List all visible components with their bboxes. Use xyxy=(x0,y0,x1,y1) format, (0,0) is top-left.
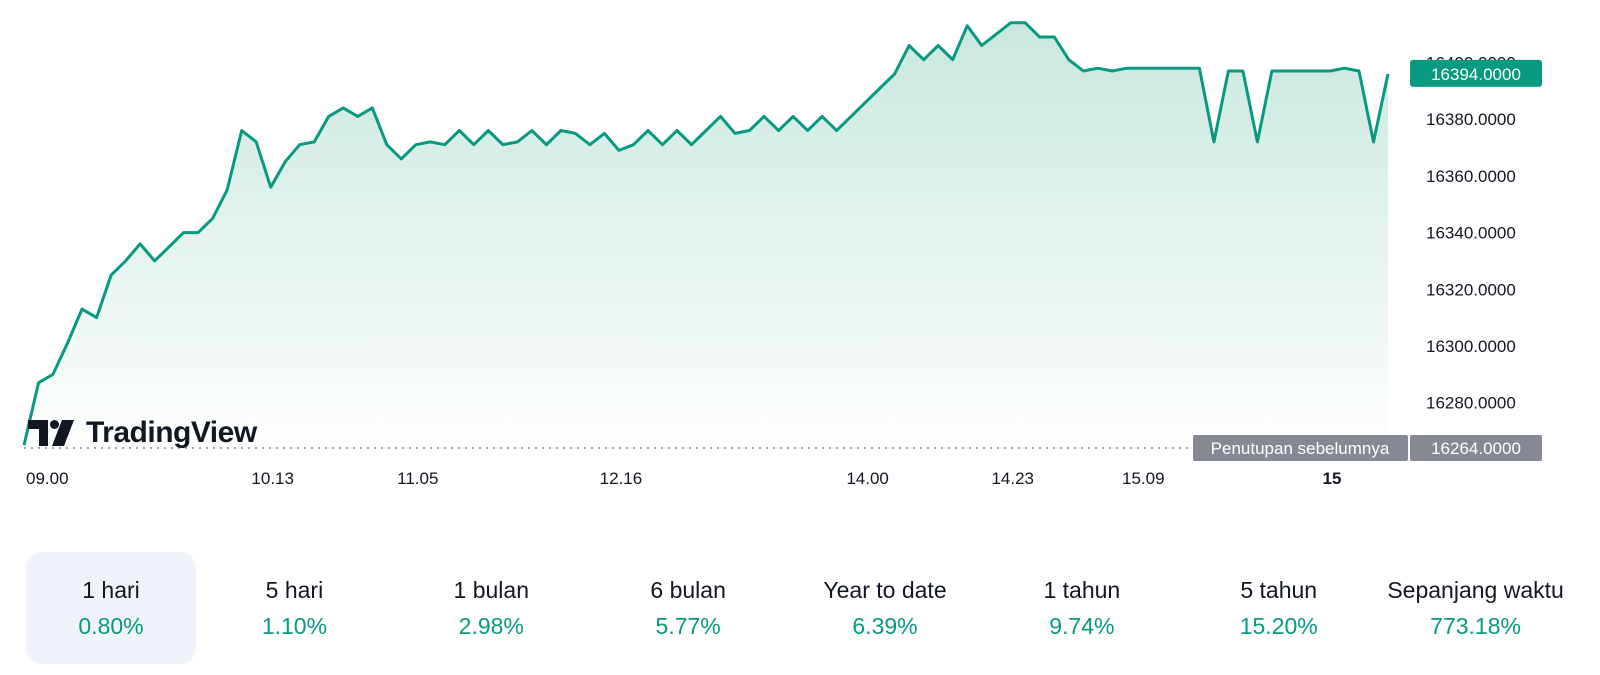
period-tab[interactable]: Sepanjang waktu 773.18% xyxy=(1377,552,1574,664)
price-area xyxy=(24,22,1388,449)
period-label: 5 hari xyxy=(265,577,324,603)
previous-close-value-badge xyxy=(1410,435,1542,461)
period-change-value: 0.80% xyxy=(78,613,144,639)
x-tick-label: 14.23 xyxy=(991,469,1034,488)
period-selector: 1 hari 0.80% 5 hari 1.10% 1 bulan 2.98% 6 bula… xyxy=(26,552,1574,664)
period-change-value: 15.20% xyxy=(1239,613,1318,639)
period-label: Year to date xyxy=(823,577,947,603)
y-tick-label: 16380.0000 xyxy=(1426,110,1516,129)
period-label: 1 bulan xyxy=(453,577,530,603)
x-tick-label: 15 xyxy=(1322,469,1341,488)
badges: 16394.0000 Penutupan sebelumnya 16264.0000 xyxy=(1193,59,1542,461)
x-tick-label: 12.16 xyxy=(600,469,643,488)
period-tab[interactable]: 1 hari 0.80% xyxy=(26,552,196,664)
area-layer xyxy=(22,21,1390,449)
y-tick-label: 16320.0000 xyxy=(1426,280,1516,299)
previous-close-value: 16264.0000 xyxy=(1431,439,1521,458)
x-tick-label: 14.00 xyxy=(846,469,889,488)
y-axis: 16400.000016380.000016360.000016340.0000… xyxy=(1426,54,1516,413)
period-change-value: 773.18% xyxy=(1430,613,1521,639)
period-tab[interactable]: 6 bulan 5.77% xyxy=(590,552,787,664)
period-change-value: 6.39% xyxy=(852,613,918,639)
last-price-badge xyxy=(1410,59,1542,87)
price-chart[interactable]: 16400.000016380.000016360.000016340.0000… xyxy=(0,0,1600,520)
period-label: 5 tahun xyxy=(1240,577,1318,603)
last-price-label: 16394.0000 xyxy=(1431,65,1521,84)
previous-close-label-badge xyxy=(1193,435,1408,461)
period-change-value: 2.98% xyxy=(458,613,524,639)
period-tab[interactable]: 1 bulan 2.98% xyxy=(393,552,590,664)
period-tab[interactable]: Year to date 6.39% xyxy=(787,552,984,664)
period-label: 6 bulan xyxy=(650,577,726,603)
period-tab[interactable]: 5 tahun 15.20% xyxy=(1180,552,1377,664)
y-tick-label: 16280.0000 xyxy=(1426,394,1516,413)
period-label: Sepanjang waktu xyxy=(1387,577,1564,603)
period-label: 1 tahun xyxy=(1043,577,1121,603)
tradingview-logo-icon xyxy=(28,420,74,446)
y-tick-label: 16360.0000 xyxy=(1426,167,1516,186)
price-chart-svg[interactable]: 16400.000016380.000016360.000016340.0000… xyxy=(0,0,1600,520)
x-tick-label: 11.05 xyxy=(397,469,438,488)
x-tick-label: 09.00 xyxy=(26,469,69,488)
x-tick-label: 15.09 xyxy=(1122,469,1165,488)
x-tick-label: 10.13 xyxy=(251,469,294,488)
price-line xyxy=(22,21,1390,446)
period-change-value: 9.74% xyxy=(1049,613,1115,639)
period-tab[interactable]: 1 tahun 9.74% xyxy=(983,552,1180,664)
period-label: 1 hari xyxy=(82,577,140,603)
y-tick-label: 16300.0000 xyxy=(1426,337,1516,356)
period-tab[interactable]: 5 hari 1.10% xyxy=(196,552,393,664)
previous-close-label: Penutupan sebelumnya xyxy=(1211,439,1390,458)
tradingview-logo[interactable]: TradingView xyxy=(28,416,257,450)
period-change-value: 1.10% xyxy=(261,613,328,639)
x-axis: 09.00 10.13 11.05 12.16 14.00 14.23 15.09 15 xyxy=(26,469,1341,488)
logo-text: TradingView xyxy=(86,416,257,449)
y-tick-label: 16340.0000 xyxy=(1426,224,1516,243)
period-change-value: 5.77% xyxy=(655,613,721,639)
